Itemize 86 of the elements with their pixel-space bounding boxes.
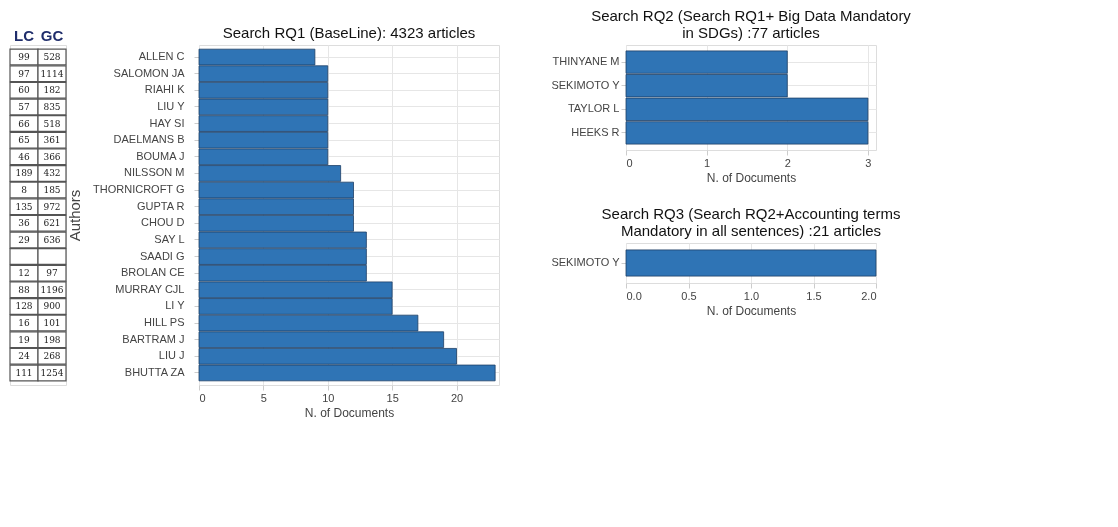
data-label: 1196 [40, 284, 64, 295]
data-label: 128 [15, 301, 33, 312]
data-label: 366 [43, 151, 61, 162]
y-tick-label: NILSSON M [123, 166, 185, 179]
data-label: 189 [15, 168, 33, 179]
data-label: 88 [18, 284, 30, 295]
y-tick-label: HEEKS R [571, 125, 620, 138]
x-tick-label: 5 [260, 391, 267, 404]
x-tick-label: 2.0 [861, 289, 877, 302]
data-label: 19 [18, 334, 30, 345]
data-label: 101 [43, 318, 61, 329]
data-label: 361 [43, 135, 61, 146]
x-tick-label: 2 [784, 156, 791, 169]
y-tick-label: SAADI G [139, 249, 185, 262]
y-tick-label: TAYLOR L [567, 102, 620, 115]
data-label: 97 [46, 268, 58, 279]
data-label: 24 [18, 351, 30, 362]
data-label: 65 [18, 135, 30, 146]
data-label: 16 [18, 318, 30, 329]
data-label: 835 [43, 101, 61, 112]
y-tick-label: BHUTTA ZA [124, 365, 186, 378]
data-label: 57 [18, 101, 30, 112]
x-tick-label: GC [40, 26, 64, 44]
x-axis-title: N. of Documents [706, 303, 797, 318]
data-label: 36 [18, 218, 30, 229]
data-label: 66 [18, 118, 30, 129]
y-tick-label: CHOU D [141, 216, 185, 229]
y-tick-label: MURRAY CJL [115, 282, 185, 295]
data-label: 8 [21, 185, 28, 196]
data-label: 636 [43, 234, 61, 245]
data-label: 97 [18, 68, 30, 79]
y-tick-label: DAELMANS B [113, 133, 185, 146]
data-label: 99 [18, 52, 30, 63]
data-label: 185 [43, 185, 61, 196]
data-label: 1254 [40, 367, 64, 378]
data-label: 268 [43, 351, 61, 362]
data-label: 12 [18, 268, 30, 279]
x-tick-label: 0.0 [626, 289, 642, 302]
y-tick-label: SEKIMOTO Y [551, 78, 621, 91]
x-tick-label: 1.5 [806, 289, 822, 302]
y-tick-label: ALLEN C [138, 50, 185, 63]
x-tick-label: LC [14, 26, 35, 44]
data-label: 1114 [40, 68, 64, 79]
y-tick-label: HILL PS [143, 316, 185, 329]
data-label: 432 [43, 168, 61, 179]
data-label: 900 [43, 301, 61, 312]
y-tick-label: GUPTA R [137, 199, 185, 212]
y-tick-label: RIAHI K [144, 83, 186, 96]
data-label: 621 [43, 218, 61, 229]
y-tick-label: LIU J [158, 349, 185, 362]
data-label: 46 [18, 151, 30, 162]
data-label: 60 [18, 85, 30, 96]
y-tick-label: BARTRAM J [122, 332, 185, 345]
y-tick-label: LIU Y [157, 99, 186, 112]
x-tick-label: 0 [199, 391, 206, 404]
data-label: 182 [43, 85, 61, 96]
data-label: 528 [43, 52, 61, 63]
data-label: 972 [43, 201, 61, 212]
x-tick-label: 1 [704, 156, 711, 169]
x-tick-label: 3 [865, 156, 872, 169]
chart-title: Search RQ3 (Search RQ2+Accounting terms Mandatory in all sentences) :21 articles [601, 205, 901, 239]
y-tick-label: HAY SI [149, 116, 185, 129]
x-tick-label: 0.5 [681, 289, 697, 302]
y-axis-title: Authors [65, 189, 83, 242]
y-tick-label: BROLAN CE [120, 266, 185, 279]
data-label: 29 [18, 234, 30, 245]
data-label: 198 [43, 334, 61, 345]
y-tick-label: THORNICROFT G [93, 183, 185, 196]
data-label: 135 [15, 201, 33, 212]
x-tick-label: 1.0 [743, 289, 760, 302]
x-tick-label: 15 [386, 391, 399, 404]
chart-title: Search RQ2 (Search RQ1+ Big Data Mandatory in SDGs) :77 articles [591, 7, 912, 41]
x-tick-label: 0 [626, 156, 633, 169]
x-tick-label: 20 [450, 391, 464, 404]
data-label: 518 [43, 118, 61, 129]
y-tick-label: LI Y [165, 299, 186, 312]
chart-title: Search RQ1 (BaseLine): 4323 articles [222, 24, 476, 41]
y-tick-label: THINYANE M [552, 55, 620, 68]
data-label: 111 [15, 367, 33, 378]
y-tick-label: BOUMA J [136, 149, 185, 162]
x-axis-title: N. of Documents [304, 405, 395, 420]
x-axis-title: N. of Documents [706, 170, 797, 185]
y-tick-label: SALOMON JA [113, 66, 186, 79]
x-tick-label: 10 [322, 391, 335, 404]
y-tick-label: SAY L [154, 232, 185, 245]
y-tick-label: SEKIMOTO Y [551, 256, 621, 268]
